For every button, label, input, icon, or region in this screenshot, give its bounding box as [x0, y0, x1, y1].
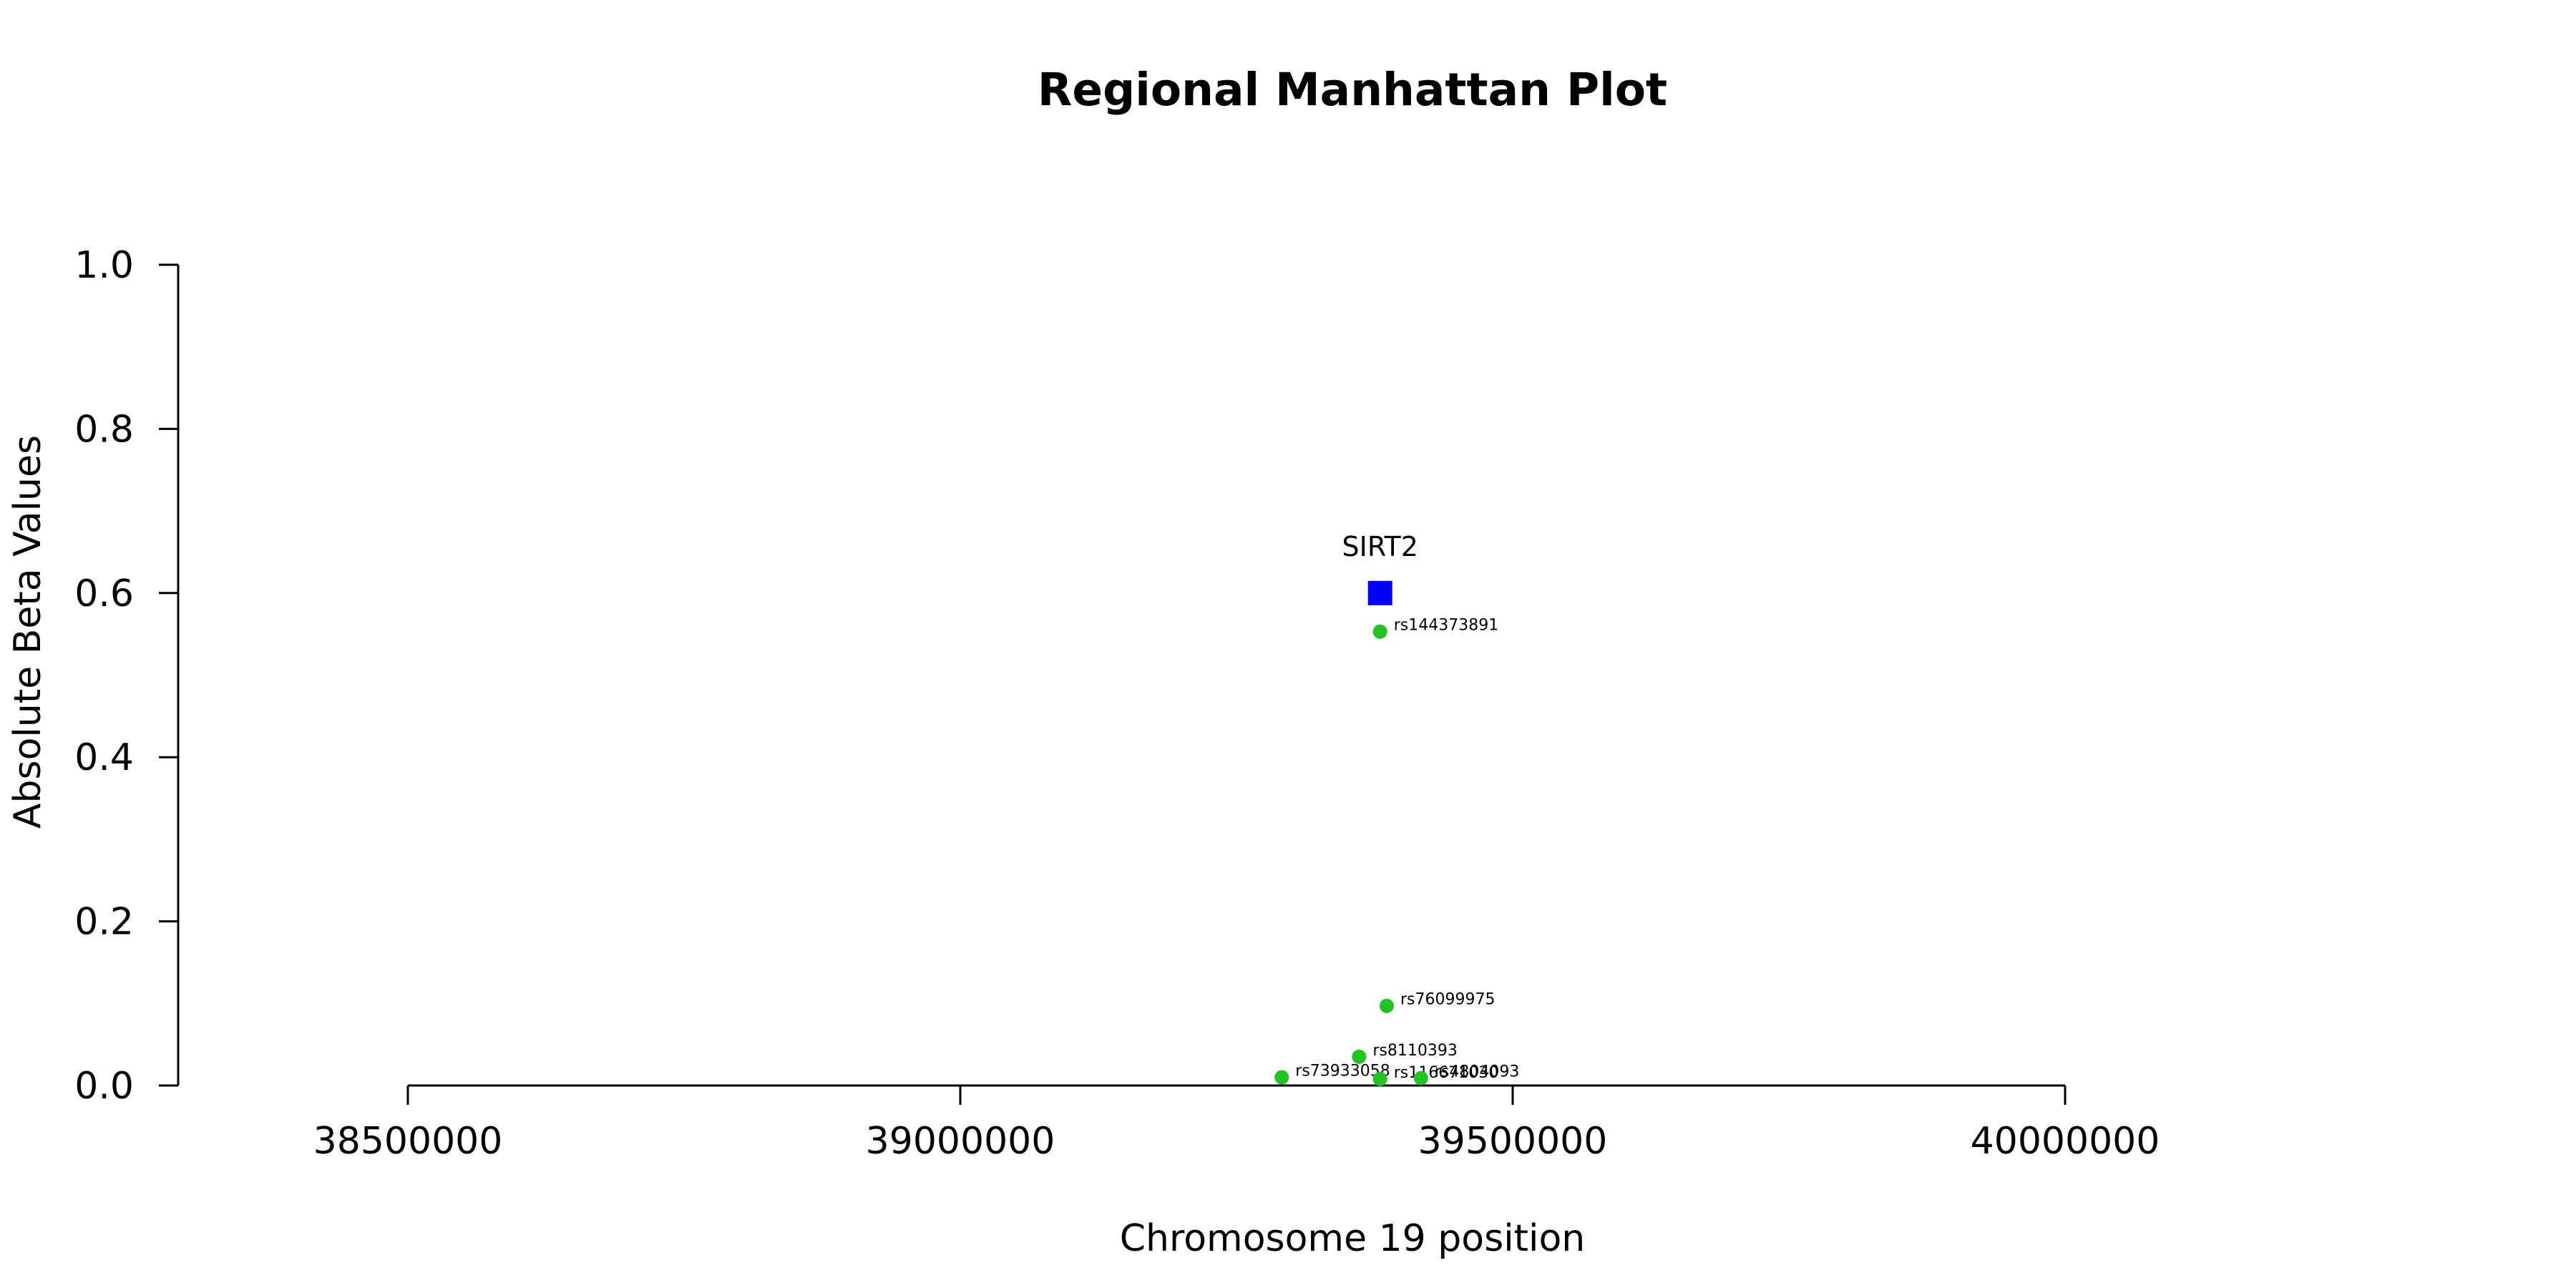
- gene-label: SIRT2: [1342, 531, 1418, 562]
- x-tick-label: 39500000: [1418, 1120, 1608, 1163]
- x-axis-ticks: 38500000 39000000 39500000 40000000: [313, 1085, 2160, 1163]
- gene-marker: [1367, 580, 1392, 605]
- snp-point: [1372, 624, 1387, 639]
- snp-point: [1274, 1070, 1289, 1085]
- x-tick-label: 39000000: [866, 1120, 1055, 1163]
- snp-label: rs4804093: [1435, 1063, 1520, 1081]
- data-points: rs144373891rs76099975rs8110393rs73933058…: [1274, 617, 1519, 1086]
- y-tick-label: 0.6: [74, 572, 134, 615]
- y-tick-label: 0.8: [74, 408, 134, 451]
- y-tick-label: 0.2: [74, 901, 134, 944]
- snp-point: [1372, 1071, 1387, 1086]
- y-tick-label: 0.4: [74, 736, 134, 779]
- snp-label: rs144373891: [1394, 617, 1498, 635]
- snp-point: [1379, 998, 1394, 1013]
- x-axis-label: Chromosome 19 position: [1120, 1217, 1586, 1260]
- snp-label: rs76099975: [1400, 991, 1495, 1009]
- x-tick-label: 38500000: [313, 1120, 503, 1163]
- snp-label: rs116671030: [1394, 1064, 1498, 1082]
- y-tick-label: 1.0: [74, 244, 134, 287]
- y-axis-label: Absolute Beta Values: [6, 435, 49, 829]
- snp-point: [1413, 1070, 1428, 1085]
- x-tick-label: 40000000: [1971, 1120, 2160, 1163]
- chart-title: Regional Manhattan Plot: [1038, 64, 1667, 116]
- snp-point: [1352, 1049, 1367, 1064]
- y-axis-ticks: 0.0 0.2 0.4 0.6 0.8 1.0: [74, 244, 178, 1108]
- y-tick-label: 0.0: [74, 1065, 134, 1108]
- gene-marker-group: SIRT2: [1342, 531, 1418, 605]
- snp-label: rs8110393: [1372, 1042, 1458, 1060]
